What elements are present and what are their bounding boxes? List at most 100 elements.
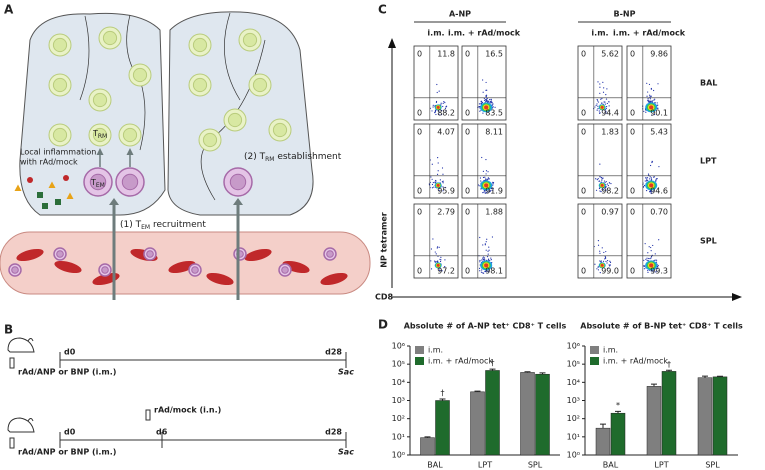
column-label: i.m. + rAd/mock — [613, 29, 686, 38]
event — [431, 110, 433, 112]
event — [480, 271, 483, 273]
event — [492, 188, 494, 190]
quadrant-value: 0.97 — [601, 208, 619, 217]
panel-label: D — [378, 318, 388, 332]
immune-nucleus — [11, 266, 19, 274]
event — [646, 177, 649, 179]
day-label: d6 — [156, 428, 168, 437]
event — [491, 102, 493, 104]
y-tick-label: 10¹ — [392, 432, 405, 441]
quadrant-value: 0 — [417, 208, 422, 217]
quadrant-value: 0 — [417, 267, 422, 276]
event — [653, 113, 656, 116]
legend-swatch — [590, 346, 599, 354]
quadrant-value: 1.88 — [485, 208, 503, 217]
cell-nucleus — [122, 127, 138, 143]
event — [434, 109, 437, 111]
event — [442, 102, 444, 104]
event — [484, 270, 486, 273]
density — [484, 263, 489, 268]
immune-nucleus — [146, 250, 154, 258]
event — [651, 101, 653, 103]
event — [482, 112, 484, 114]
event — [439, 260, 442, 263]
event — [486, 98, 488, 100]
cytokine — [14, 184, 22, 191]
event — [492, 103, 494, 105]
event — [597, 244, 600, 246]
event — [485, 94, 488, 96]
event — [434, 261, 436, 263]
panel-label: A — [4, 3, 14, 17]
event — [604, 101, 606, 103]
error-bar — [666, 369, 672, 372]
quadrant-value: 91.9 — [485, 187, 503, 196]
syringe-icon — [9, 437, 15, 449]
event — [484, 176, 486, 178]
quadrant-value: 11.8 — [437, 50, 455, 59]
event — [437, 157, 439, 159]
y-tick-label: 10² — [392, 414, 405, 423]
event — [596, 98, 598, 101]
event — [646, 82, 648, 84]
syringe-icon — [145, 409, 151, 421]
quadrant-value: 83.5 — [485, 109, 503, 118]
event — [490, 101, 493, 103]
event — [608, 105, 610, 107]
quadrant-value: 8.11 — [485, 128, 503, 137]
event — [602, 189, 605, 191]
event — [604, 258, 606, 260]
step-label-part: RM — [265, 156, 274, 163]
event — [432, 104, 434, 106]
event — [647, 99, 649, 101]
event — [597, 100, 599, 102]
legend-swatch — [415, 357, 424, 365]
cell-label-part: T — [90, 178, 96, 187]
cell-label-part: T — [92, 129, 98, 138]
event — [437, 110, 439, 112]
quadrant-value: 0 — [465, 267, 470, 276]
event — [441, 167, 444, 169]
error-bar — [717, 375, 723, 377]
y-tick-label: 10⁶ — [567, 342, 580, 351]
event — [596, 179, 598, 181]
event — [599, 86, 601, 88]
event — [482, 79, 484, 81]
event — [604, 182, 606, 184]
immune-nucleus — [191, 266, 199, 274]
event — [609, 265, 611, 267]
event — [649, 164, 652, 167]
event — [485, 178, 487, 180]
event — [440, 256, 442, 258]
event — [490, 257, 492, 259]
event — [487, 258, 490, 260]
y-tick-label: 10⁰ — [567, 451, 580, 460]
event — [656, 270, 658, 272]
event — [431, 163, 433, 165]
event — [438, 111, 441, 113]
event — [643, 185, 645, 188]
event — [605, 187, 607, 189]
event — [442, 173, 444, 175]
event — [608, 264, 610, 266]
event — [479, 177, 482, 179]
y-tick-label: 10⁵ — [567, 360, 580, 369]
event — [605, 180, 607, 183]
event — [436, 247, 438, 249]
sac-label: Sac — [338, 448, 354, 457]
event — [651, 100, 653, 102]
column-label: i.m. + rAd/mock — [448, 29, 521, 38]
quadrant-value: 0 — [581, 50, 586, 59]
event — [643, 110, 645, 112]
event — [491, 187, 493, 189]
y-tick-label: 10⁴ — [392, 378, 405, 387]
bar — [470, 391, 485, 456]
event — [492, 184, 494, 186]
legend-swatch — [590, 357, 599, 365]
event — [645, 258, 647, 260]
event — [652, 244, 654, 247]
event — [479, 110, 481, 112]
quadrant-value: 94.4 — [601, 109, 619, 118]
event — [594, 106, 596, 108]
event — [440, 104, 442, 106]
